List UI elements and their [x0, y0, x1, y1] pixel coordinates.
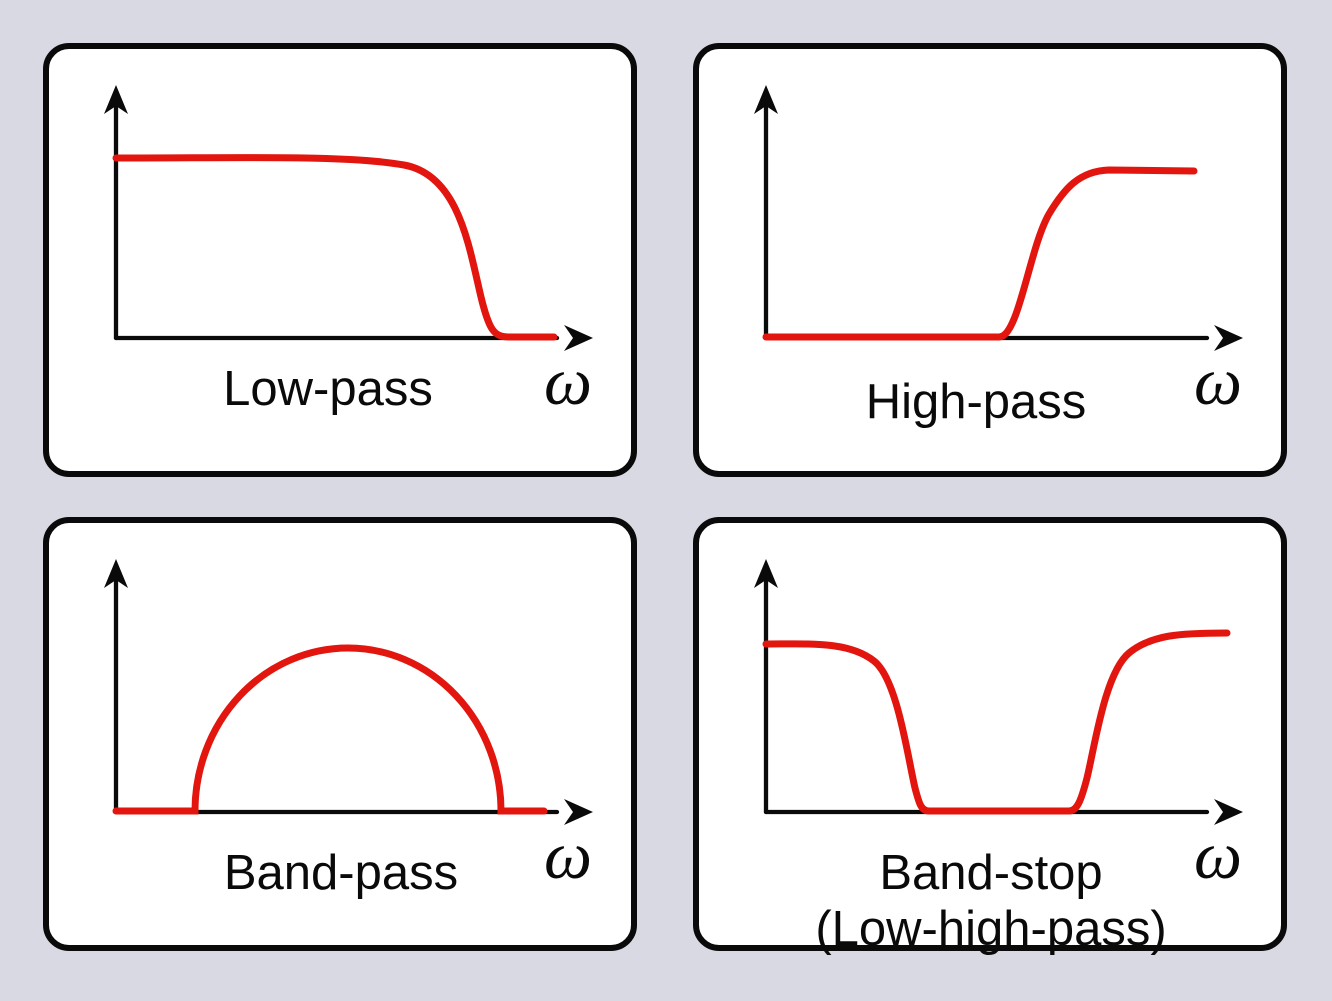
- svg-text:High-pass: High-pass: [866, 375, 1087, 429]
- svg-text:Band-pass: Band-pass: [224, 846, 458, 900]
- svg-text:(Low-high-pass): (Low-high-pass): [815, 902, 1166, 956]
- svg-text:ω: ω: [1194, 343, 1242, 419]
- svg-text:Low-pass: Low-pass: [223, 362, 433, 416]
- svg-text:Band-stop: Band-stop: [879, 846, 1102, 900]
- svg-text:ω: ω: [544, 817, 592, 893]
- svg-text:ω: ω: [1194, 817, 1242, 893]
- svg-text:ω: ω: [544, 343, 592, 419]
